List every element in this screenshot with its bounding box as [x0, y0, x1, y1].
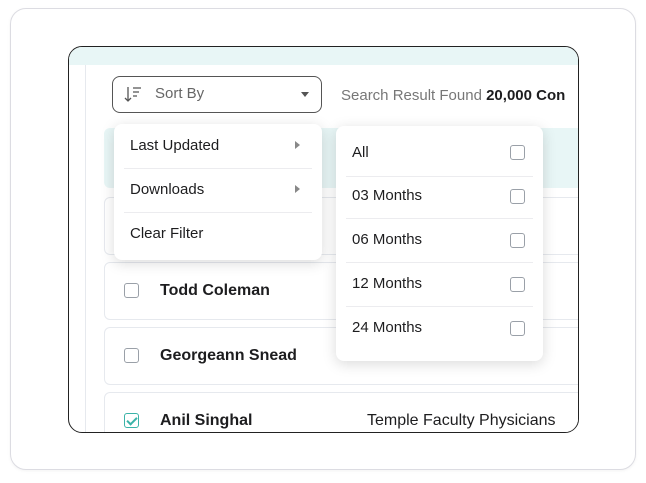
option-label: 03 Months: [352, 187, 423, 204]
checkbox: [510, 145, 525, 160]
submenu-arrow: [295, 141, 300, 149]
screen: Sort By Search Result Found 20,000 Con T…: [68, 46, 579, 433]
row: Anil Singhal Temple Faculty Physicians: [104, 392, 578, 432]
sort-dropdown[interactable]: Sort By: [112, 76, 322, 113]
option-label: 06 Months: [352, 231, 423, 248]
menu-item-label: Last Updated: [130, 137, 220, 154]
sort-menu: Last Updated Downloads Clear Filter: [114, 124, 322, 260]
search-prefix: Search Result Found: [341, 87, 482, 104]
checkbox: [510, 189, 525, 204]
caret: [301, 92, 309, 97]
row-name: Todd Coleman: [160, 282, 270, 299]
option-label: 12 Months: [352, 275, 423, 292]
period-menu: All 03 Months 06 Months 12 Months 24 Months: [336, 126, 543, 361]
menu-item-label: Downloads: [130, 181, 205, 198]
option-label: 24 Months: [352, 319, 423, 336]
sort-label: Sort By: [155, 85, 205, 102]
submenu-arrow: [295, 185, 300, 193]
option-label: All: [352, 144, 369, 161]
menu-item-label: Clear Filter: [130, 225, 204, 242]
checkbox: [510, 277, 525, 292]
menu-item[interactable]: Last Updated: [124, 124, 312, 169]
checkbox[interactable]: [124, 283, 139, 298]
period-option[interactable]: All: [346, 130, 533, 177]
checkbox[interactable]: [124, 348, 139, 363]
row-name: Anil Singhal: [160, 412, 253, 429]
menu-item[interactable]: Downloads: [124, 168, 312, 213]
row-company: Temple Faculty Physicians: [367, 412, 556, 429]
side-divider: [85, 65, 86, 432]
period-option[interactable]: 06 Months: [346, 218, 533, 263]
period-option[interactable]: 12 Months: [346, 262, 533, 307]
checkbox[interactable]: [124, 413, 139, 428]
row-name: Georgeann Snead: [160, 347, 297, 364]
search-count: 20,000 Con: [486, 87, 566, 104]
period-option[interactable]: 24 Months: [346, 306, 533, 350]
menu-item[interactable]: Clear Filter: [124, 212, 312, 256]
sort-icon: [124, 87, 141, 102]
search-result: Search Result Found 20,000 Con: [341, 87, 565, 104]
period-option[interactable]: 03 Months: [346, 174, 533, 219]
top-strip: [69, 47, 578, 65]
checkbox: [510, 233, 525, 248]
checkbox: [510, 321, 525, 336]
